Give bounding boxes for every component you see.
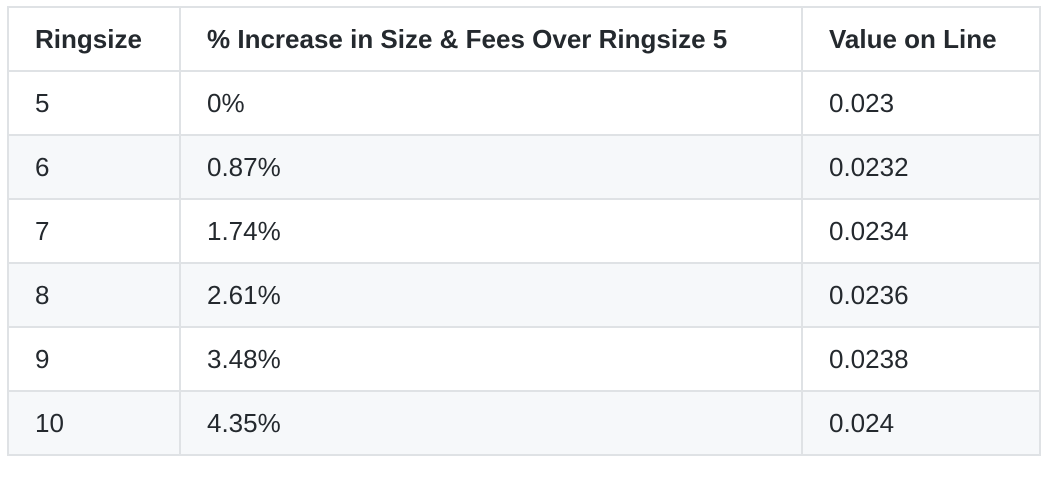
table-row: 10 4.35% 0.024 bbox=[7, 390, 1041, 456]
cell-ringsize: 6 bbox=[7, 134, 181, 200]
table-row: 6 0.87% 0.0232 bbox=[7, 134, 1041, 200]
cell-value-on-line: 0.0236 bbox=[801, 262, 1041, 328]
cell-value-on-line: 0.024 bbox=[801, 390, 1041, 456]
ringsize-table-container: Ringsize % Increase in Size & Fees Over … bbox=[7, 6, 1041, 456]
table-body: 5 0% 0.023 6 0.87% 0.0232 7 1.74% 0.0234… bbox=[7, 70, 1041, 456]
header-ringsize: Ringsize bbox=[7, 6, 181, 72]
ringsize-table: Ringsize % Increase in Size & Fees Over … bbox=[7, 6, 1041, 456]
table-row: 7 1.74% 0.0234 bbox=[7, 198, 1041, 264]
cell-ringsize: 7 bbox=[7, 198, 181, 264]
cell-value-on-line: 0.0234 bbox=[801, 198, 1041, 264]
cell-ringsize: 10 bbox=[7, 390, 181, 456]
cell-percent-increase: 1.74% bbox=[179, 198, 803, 264]
cell-value-on-line: 0.0232 bbox=[801, 134, 1041, 200]
cell-value-on-line: 0.0238 bbox=[801, 326, 1041, 392]
table-row: 9 3.48% 0.0238 bbox=[7, 326, 1041, 392]
header-row: Ringsize % Increase in Size & Fees Over … bbox=[7, 6, 1041, 72]
table-row: 5 0% 0.023 bbox=[7, 70, 1041, 136]
table-header: Ringsize % Increase in Size & Fees Over … bbox=[7, 6, 1041, 72]
cell-ringsize: 9 bbox=[7, 326, 181, 392]
cell-percent-increase: 2.61% bbox=[179, 262, 803, 328]
cell-percent-increase: 0.87% bbox=[179, 134, 803, 200]
cell-percent-increase: 4.35% bbox=[179, 390, 803, 456]
cell-ringsize: 8 bbox=[7, 262, 181, 328]
cell-value-on-line: 0.023 bbox=[801, 70, 1041, 136]
table-row: 8 2.61% 0.0236 bbox=[7, 262, 1041, 328]
cell-percent-increase: 3.48% bbox=[179, 326, 803, 392]
cell-percent-increase: 0% bbox=[179, 70, 803, 136]
header-value-on-line: Value on Line bbox=[801, 6, 1041, 72]
header-percent-increase: % Increase in Size & Fees Over Ringsize … bbox=[179, 6, 803, 72]
cell-ringsize: 5 bbox=[7, 70, 181, 136]
